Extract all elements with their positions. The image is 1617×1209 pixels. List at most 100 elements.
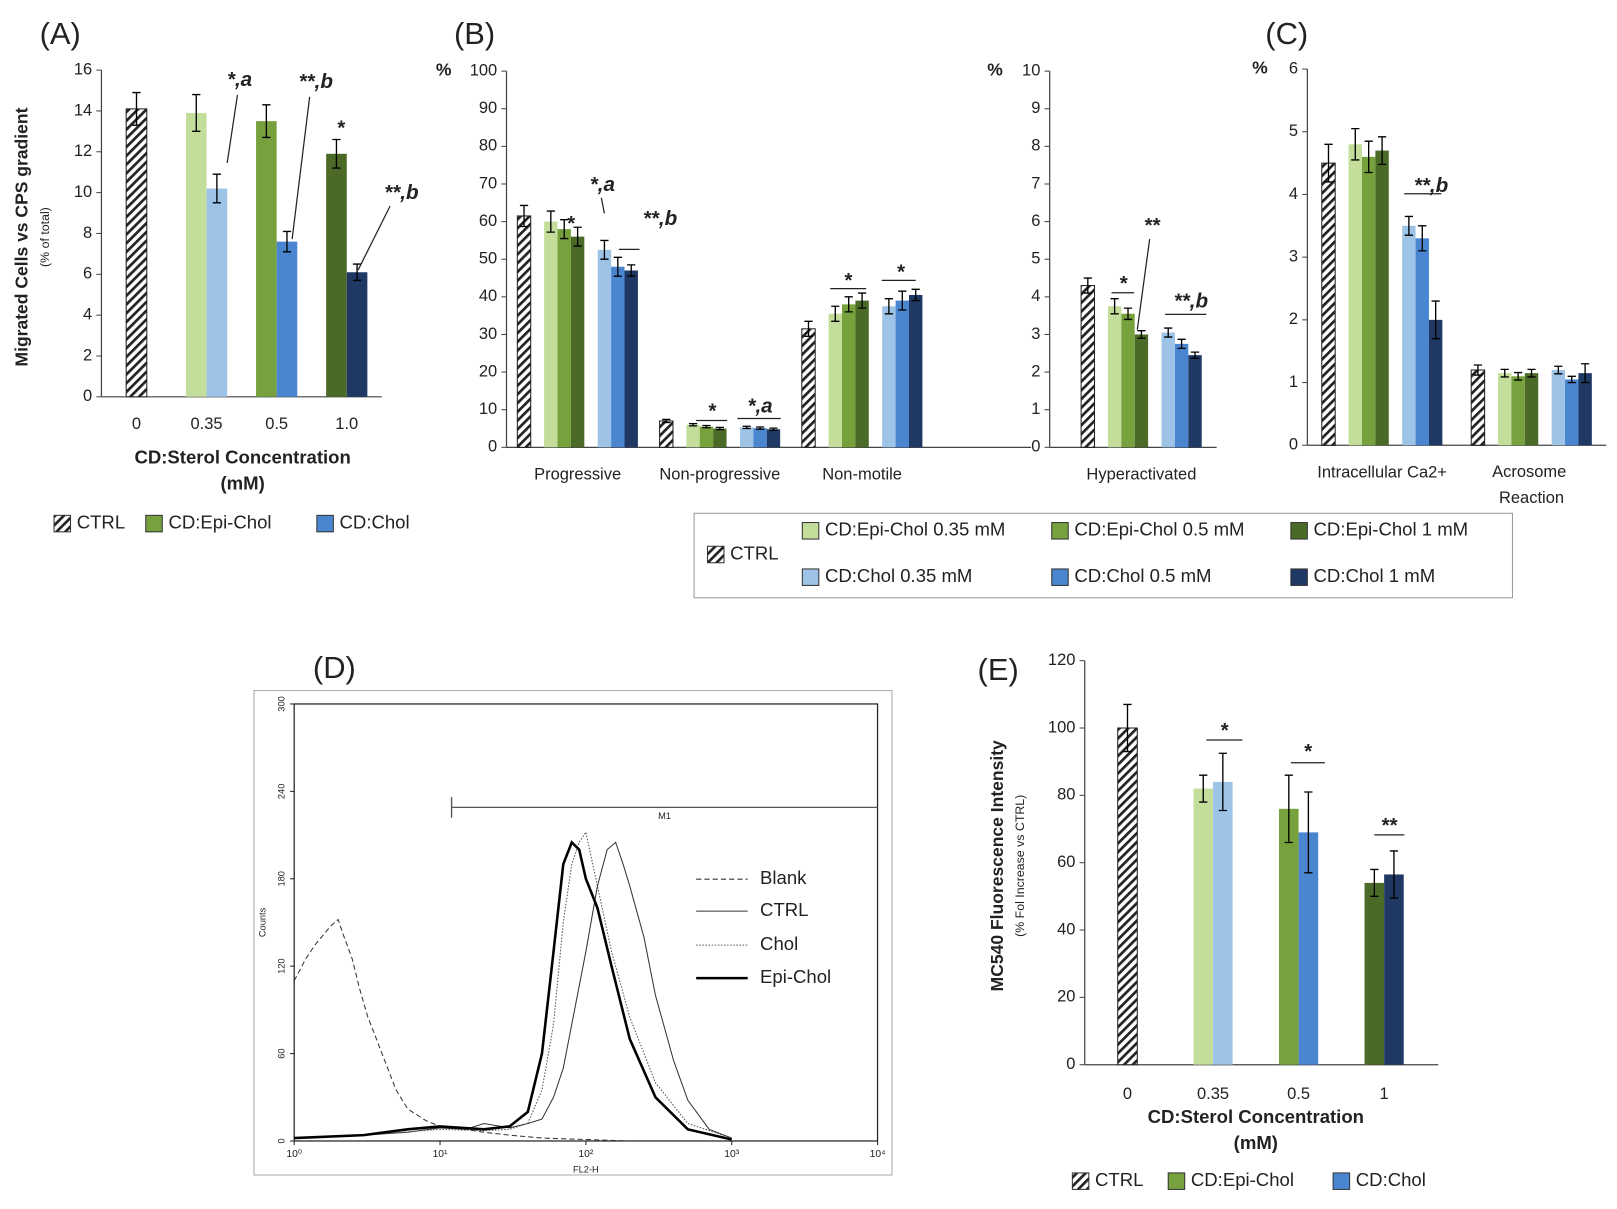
y-tick-label: 300 xyxy=(276,696,286,711)
bar xyxy=(1402,225,1416,446)
error-bar xyxy=(1514,371,1523,381)
y-tick-label: 0 xyxy=(488,438,497,456)
error-bar xyxy=(831,305,840,322)
bar xyxy=(686,424,700,448)
error-bar xyxy=(1123,703,1132,753)
x-tick-label: 0.5 xyxy=(1287,1085,1310,1103)
annotation: * xyxy=(896,261,905,284)
legend-label: CD:Epi-Chol 0.35 mM xyxy=(825,519,1005,540)
bar xyxy=(855,300,869,448)
bar xyxy=(1279,808,1299,1065)
error-bar xyxy=(804,320,813,338)
legend-label: CD:Epi-Chol xyxy=(168,511,271,532)
legend-label: Chol xyxy=(760,933,798,954)
error-bar xyxy=(1581,363,1590,384)
histogram-line xyxy=(293,918,630,1142)
bar xyxy=(1213,781,1233,1065)
bar xyxy=(1470,369,1486,446)
bar xyxy=(516,215,532,448)
bar xyxy=(1511,376,1525,446)
legend-swatch xyxy=(1051,568,1069,586)
annotation: * xyxy=(1119,272,1128,295)
y-tick-label: 9 xyxy=(1031,99,1040,117)
x-tick-label: 10³ xyxy=(724,1149,739,1160)
x-tick-label: 0 xyxy=(1123,1085,1132,1103)
bar xyxy=(1117,727,1138,1066)
annotation-line xyxy=(1136,239,1151,330)
error-bar xyxy=(1418,225,1427,252)
error-bar xyxy=(1190,351,1200,359)
annotation-line xyxy=(226,94,239,163)
legend-label: CTRL xyxy=(77,511,125,532)
annotation: *,a xyxy=(747,395,772,418)
error-bar xyxy=(755,426,765,430)
x-tick-label: Non-progressive xyxy=(659,466,780,484)
error-bar xyxy=(1199,774,1208,803)
y-axis-label: Migrated Cells vs CPS gradient xyxy=(12,107,32,366)
x-tick-label: 0 xyxy=(132,415,141,433)
legend-swatch xyxy=(316,514,334,533)
y-tick-label: 60 xyxy=(276,1048,286,1058)
error-bar xyxy=(212,173,222,204)
error-bar xyxy=(1404,215,1413,236)
error-bar xyxy=(884,298,894,315)
y-tick-label: 60 xyxy=(1057,853,1075,871)
histogram-frame xyxy=(253,690,893,1176)
annotation: **,b xyxy=(384,181,418,204)
annotation: *,a xyxy=(227,68,252,91)
legend-label: CD:Epi-Chol 1 mM xyxy=(1314,519,1469,540)
x-tick-label: Progressive xyxy=(534,466,621,484)
bar xyxy=(1428,319,1443,446)
bar xyxy=(570,236,585,448)
bar xyxy=(713,428,727,448)
annotation-line xyxy=(357,205,391,271)
legend-label: Epi-Chol xyxy=(760,966,831,987)
error-bar xyxy=(1389,850,1399,899)
bar xyxy=(611,266,625,448)
y-tick-label: 0 xyxy=(1031,438,1040,456)
y-tick-label: 4 xyxy=(1031,287,1040,305)
error-bar xyxy=(1500,368,1509,378)
y-tick-label: 5 xyxy=(1031,250,1040,268)
y-tick-label: 240 xyxy=(276,784,286,799)
error-bar xyxy=(742,425,751,430)
annotation: **,b xyxy=(1414,174,1448,197)
bar xyxy=(739,427,754,448)
y-tick-label: 10 xyxy=(74,183,92,201)
error-bar xyxy=(844,296,853,313)
legend-label: CD:Epi-Chol 0.5 mM xyxy=(1074,519,1244,540)
bar xyxy=(1375,150,1389,446)
y-tick-label: 20 xyxy=(479,362,497,380)
error-bar xyxy=(1177,338,1186,350)
error-bar xyxy=(352,263,362,282)
bar xyxy=(624,270,638,448)
legend-swatch xyxy=(801,568,820,586)
histogram-line xyxy=(294,840,733,1141)
annotation: **,b xyxy=(1174,289,1208,312)
legend-label: CD:Chol xyxy=(340,511,410,532)
annotation: ** xyxy=(1144,214,1161,237)
y-tick-label: 100 xyxy=(1048,718,1076,736)
y-tick-label: 80 xyxy=(479,137,497,155)
annotation: * xyxy=(566,212,575,235)
y-tick-label: 2 xyxy=(83,346,92,364)
y-tick-label: 2 xyxy=(1289,310,1298,328)
error-bar xyxy=(1083,277,1092,294)
bar xyxy=(828,313,842,448)
unit-label: % xyxy=(436,60,452,80)
legend-swatch xyxy=(145,514,163,533)
y-tick-label: 7 xyxy=(1031,174,1040,192)
legend-swatch xyxy=(706,545,725,564)
x-tick-label: 0.35 xyxy=(1197,1085,1229,1103)
annotation: ** xyxy=(1381,814,1398,837)
y-tick-label: 0 xyxy=(1066,1055,1075,1073)
x-axis-label: (mM) xyxy=(221,472,265,493)
plot-frame xyxy=(293,703,879,1142)
error-bar xyxy=(1431,300,1440,340)
legend-swatch xyxy=(1167,1172,1186,1190)
panel-label: (D) xyxy=(313,650,356,685)
bar xyxy=(801,328,816,448)
bar xyxy=(1361,156,1376,446)
error-bar xyxy=(1554,365,1563,375)
error-bar xyxy=(1304,791,1313,874)
